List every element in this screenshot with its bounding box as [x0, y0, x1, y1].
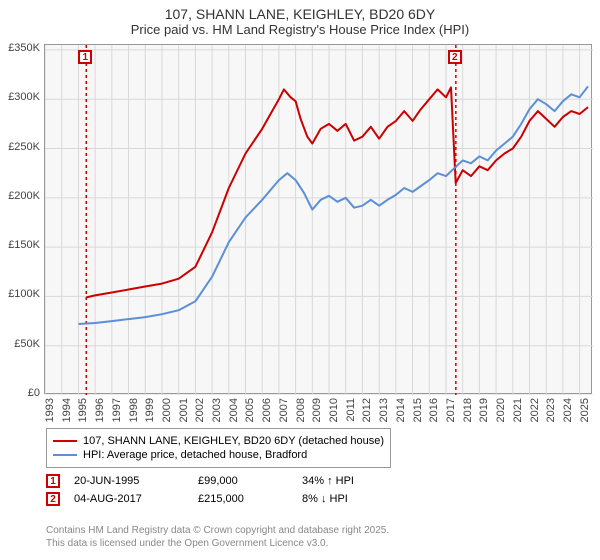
x-tick-label: 2017	[445, 398, 457, 428]
footer-line1: Contains HM Land Registry data © Crown c…	[46, 524, 389, 537]
y-tick-label: £200K	[0, 190, 40, 202]
x-tick-label: 1994	[61, 398, 73, 428]
x-tick-label: 2022	[529, 398, 541, 428]
series-line	[78, 86, 588, 324]
annotation-row: 1 20-JUN-1995 £99,000 34% ↑ HPI	[46, 474, 354, 488]
footer-attribution: Contains HM Land Registry data © Crown c…	[46, 524, 389, 550]
plot-area	[44, 44, 592, 394]
x-tick-label: 2002	[194, 398, 206, 428]
x-tick-label: 1995	[77, 398, 89, 428]
annotation-row: 2 04-AUG-2017 £215,000 8% ↓ HPI	[46, 492, 354, 506]
x-tick-label: 1997	[111, 398, 123, 428]
title-subtitle: Price paid vs. HM Land Registry's House …	[0, 22, 600, 37]
legend-label: 107, SHANN LANE, KEIGHLEY, BD20 6DY (det…	[83, 435, 384, 447]
x-tick-label: 1993	[44, 398, 56, 428]
x-tick-label: 2023	[545, 398, 557, 428]
x-tick-label: 2021	[512, 398, 524, 428]
chart-marker-2: 2	[448, 50, 462, 64]
x-tick-label: 2025	[579, 398, 591, 428]
x-tick-label: 2000	[161, 398, 173, 428]
legend-item: HPI: Average price, detached house, Brad…	[53, 449, 384, 461]
x-tick-label: 2009	[311, 398, 323, 428]
chart-title: 107, SHANN LANE, KEIGHLEY, BD20 6DY Pric…	[0, 0, 600, 37]
x-tick-label: 2003	[211, 398, 223, 428]
annotation-date: 04-AUG-2017	[74, 493, 184, 505]
legend-label: HPI: Average price, detached house, Brad…	[83, 449, 307, 461]
annotation-marker: 1	[46, 474, 60, 488]
annotation-table: 1 20-JUN-1995 £99,000 34% ↑ HPI 2 04-AUG-2017…	[46, 470, 354, 510]
annotation-price: £99,000	[198, 475, 288, 487]
x-tick-label: 2024	[562, 398, 574, 428]
x-tick-label: 1998	[128, 398, 140, 428]
x-tick-label: 2016	[428, 398, 440, 428]
x-tick-label: 2011	[345, 398, 357, 428]
legend-swatch	[53, 454, 77, 456]
x-tick-label: 2019	[478, 398, 490, 428]
annotation-delta: 34% ↑ HPI	[302, 475, 354, 487]
x-tick-label: 2008	[295, 398, 307, 428]
y-tick-label: £350K	[0, 42, 40, 54]
x-tick-label: 2001	[178, 398, 190, 428]
annotation-price: £215,000	[198, 493, 288, 505]
footer-line2: This data is licensed under the Open Gov…	[46, 537, 389, 550]
chart-container: 107, SHANN LANE, KEIGHLEY, BD20 6DY Pric…	[0, 0, 600, 560]
x-tick-label: 1999	[144, 398, 156, 428]
x-tick-label: 2005	[244, 398, 256, 428]
y-tick-label: £100K	[0, 288, 40, 300]
x-tick-label: 2012	[361, 398, 373, 428]
title-address: 107, SHANN LANE, KEIGHLEY, BD20 6DY	[0, 6, 600, 22]
annotation-marker: 2	[46, 492, 60, 506]
x-tick-label: 2015	[412, 398, 424, 428]
legend-swatch	[53, 440, 77, 442]
annotation-date: 20-JUN-1995	[74, 475, 184, 487]
annotation-delta: 8% ↓ HPI	[302, 493, 348, 505]
y-tick-label: £50K	[0, 338, 40, 350]
legend-item: 107, SHANN LANE, KEIGHLEY, BD20 6DY (det…	[53, 435, 384, 447]
y-tick-label: £300K	[0, 91, 40, 103]
chart-marker-1: 1	[78, 50, 92, 64]
x-tick-label: 2004	[228, 398, 240, 428]
x-tick-label: 2013	[378, 398, 390, 428]
x-tick-label: 2020	[495, 398, 507, 428]
x-tick-label: 1996	[94, 398, 106, 428]
y-tick-label: £0	[0, 387, 40, 399]
x-tick-label: 2006	[261, 398, 273, 428]
y-tick-label: £150K	[0, 239, 40, 251]
x-tick-label: 2007	[278, 398, 290, 428]
x-tick-label: 2014	[395, 398, 407, 428]
x-tick-label: 2010	[328, 398, 340, 428]
legend: 107, SHANN LANE, KEIGHLEY, BD20 6DY (det…	[46, 428, 391, 468]
x-tick-label: 2018	[462, 398, 474, 428]
plot-svg	[45, 45, 593, 395]
y-tick-label: £250K	[0, 141, 40, 153]
